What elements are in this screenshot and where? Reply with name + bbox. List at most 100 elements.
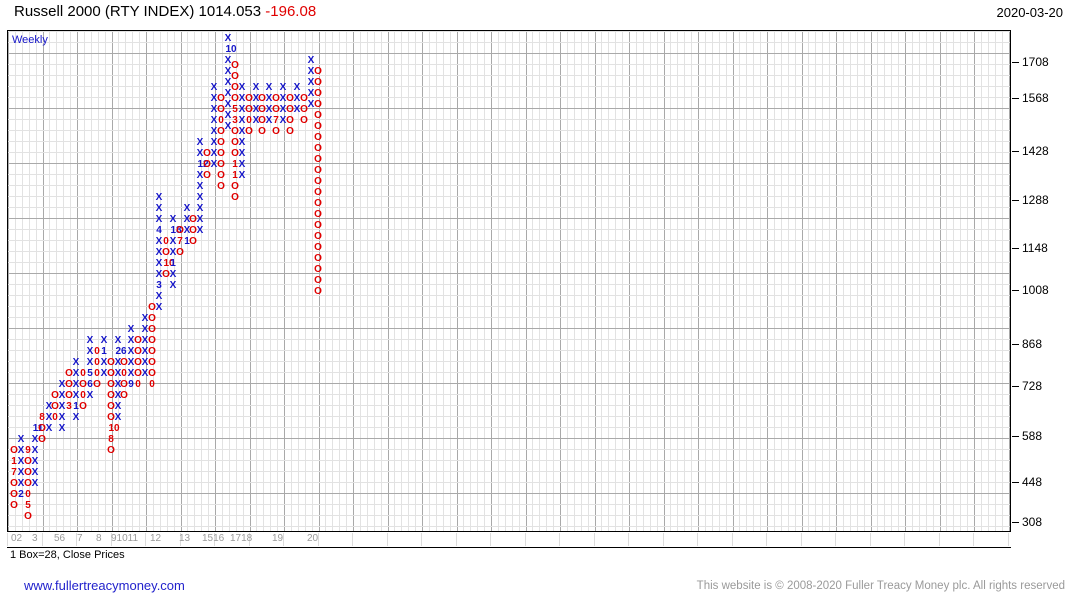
pf-x-mark: X <box>210 137 218 148</box>
gridline-vertical <box>22 31 23 531</box>
time-axis-label: 91011 <box>111 533 139 544</box>
pf-o-mark: 3 <box>232 115 238 126</box>
pf-x-mark: X <box>86 346 94 357</box>
gridline-vertical <box>284 31 285 531</box>
pf-x-mark: X <box>45 401 53 412</box>
pf-x-mark: X <box>238 126 246 137</box>
gridline-horizontal <box>8 405 1010 406</box>
gridline-horizontal <box>8 240 1010 241</box>
gridline-vertical <box>670 31 671 531</box>
pf-x-mark: X <box>58 379 66 390</box>
pf-o-mark: O <box>51 401 59 412</box>
gridline-vertical <box>829 31 830 531</box>
gridline-vertical <box>243 31 244 531</box>
pf-o-mark: 10 <box>108 423 120 434</box>
pf-x-mark: X <box>279 104 287 115</box>
pf-x-mark: X <box>155 258 163 269</box>
gridline-vertical <box>263 31 264 531</box>
gridline-vertical <box>967 31 968 531</box>
price-axis-tick <box>1012 151 1019 152</box>
pf-x-mark: X <box>100 335 108 346</box>
pf-x-mark: X <box>279 93 287 104</box>
gridline-vertical <box>926 31 927 531</box>
pf-x-mark: X <box>238 82 246 93</box>
pf-o-mark: O <box>51 390 59 401</box>
gridline-vertical <box>436 31 437 531</box>
pf-x-mark: X <box>72 357 80 368</box>
pf-o-mark: O <box>120 379 128 390</box>
gridline-vertical <box>960 31 961 531</box>
gridline-vertical <box>712 31 713 531</box>
frequency-label: Weekly <box>12 34 48 46</box>
pf-x-mark: X <box>183 203 191 214</box>
gridline-vertical <box>443 31 444 531</box>
gridline-vertical <box>305 31 306 531</box>
pf-o-mark: O <box>162 269 170 280</box>
last-price: 1014.053 <box>198 3 262 20</box>
price-axis-tick <box>1012 248 1019 249</box>
chart-plot-area[interactable]: O 1 7 O O O X X X X X 2 9 O O O 0 5 O 11 X X X X X 8 O O X X X O O 0 X X X X X… <box>7 30 1011 532</box>
gridline-horizontal <box>8 372 1010 373</box>
site-link[interactable]: www.fullertreacymoney.com <box>24 578 185 593</box>
pf-o-mark: O <box>314 209 322 220</box>
gridline-vertical <box>995 31 996 531</box>
pf-o-mark: O <box>314 286 322 297</box>
pf-o-mark: O <box>314 253 322 264</box>
price-axis-label: 728 <box>1022 379 1043 393</box>
gridline-vertical <box>753 31 754 531</box>
gridline-vertical <box>843 31 844 531</box>
pf-x-mark: X <box>196 137 204 148</box>
pf-o-mark: O <box>176 225 184 236</box>
pf-x-mark: X <box>252 115 260 126</box>
pf-x-mark: X <box>31 445 39 456</box>
gridline-vertical <box>767 31 768 531</box>
gridline-vertical <box>146 31 147 531</box>
gridline-vertical <box>98 31 99 531</box>
gridline-vertical <box>291 31 292 531</box>
pf-o-mark: O <box>24 511 32 522</box>
pf-x-mark: X <box>17 445 25 456</box>
pf-x-mark: X <box>155 302 163 313</box>
time-axis-separator <box>490 533 491 546</box>
gridline-vertical <box>470 31 471 531</box>
gridline-vertical <box>484 31 485 531</box>
pf-o-mark: O <box>286 115 294 126</box>
pf-x-mark: X <box>196 203 204 214</box>
gridline-vertical <box>277 31 278 531</box>
gridline-horizontal <box>8 97 1010 98</box>
pf-o-mark: O <box>314 165 322 176</box>
pf-x-mark: X <box>31 456 39 467</box>
gridline-vertical <box>532 31 533 531</box>
pf-o-mark: O <box>24 467 32 478</box>
copyright-text: This website is © 2008-2020 Fuller Treac… <box>696 580 1065 592</box>
gridline-horizontal <box>8 482 1010 483</box>
gridline-vertical <box>877 31 878 531</box>
pf-o-mark: 10 <box>163 258 175 269</box>
gridline-vertical <box>615 31 616 531</box>
time-axis-separator <box>180 533 181 546</box>
pf-x-mark: X <box>252 93 260 104</box>
pf-x-mark: X <box>196 225 204 236</box>
pf-o-mark: 7 <box>11 467 17 478</box>
gridline-vertical <box>394 31 395 531</box>
gridline-vertical <box>139 31 140 531</box>
pf-x-mark: X <box>86 390 94 401</box>
pf-x-mark: X <box>224 77 232 88</box>
time-axis-label: 3 <box>32 533 38 544</box>
pf-x-mark: X <box>169 247 177 258</box>
pf-o-mark: O <box>231 126 239 137</box>
pf-o-mark: 0 <box>94 357 100 368</box>
gridline-vertical <box>691 31 692 531</box>
gridline-vertical <box>498 31 499 531</box>
pf-o-mark: O <box>217 181 225 192</box>
pf-o-mark: O <box>231 82 239 93</box>
pf-o-mark: O <box>314 242 322 253</box>
gridline-vertical <box>1002 31 1003 531</box>
gridline-vertical <box>774 31 775 531</box>
pf-o-mark: O <box>300 115 308 126</box>
gridline-vertical <box>574 31 575 531</box>
pf-x-mark: X <box>307 99 315 110</box>
gridline-horizontal <box>8 42 1010 43</box>
gridline-horizontal <box>8 284 1010 285</box>
gridline-vertical <box>505 31 506 531</box>
